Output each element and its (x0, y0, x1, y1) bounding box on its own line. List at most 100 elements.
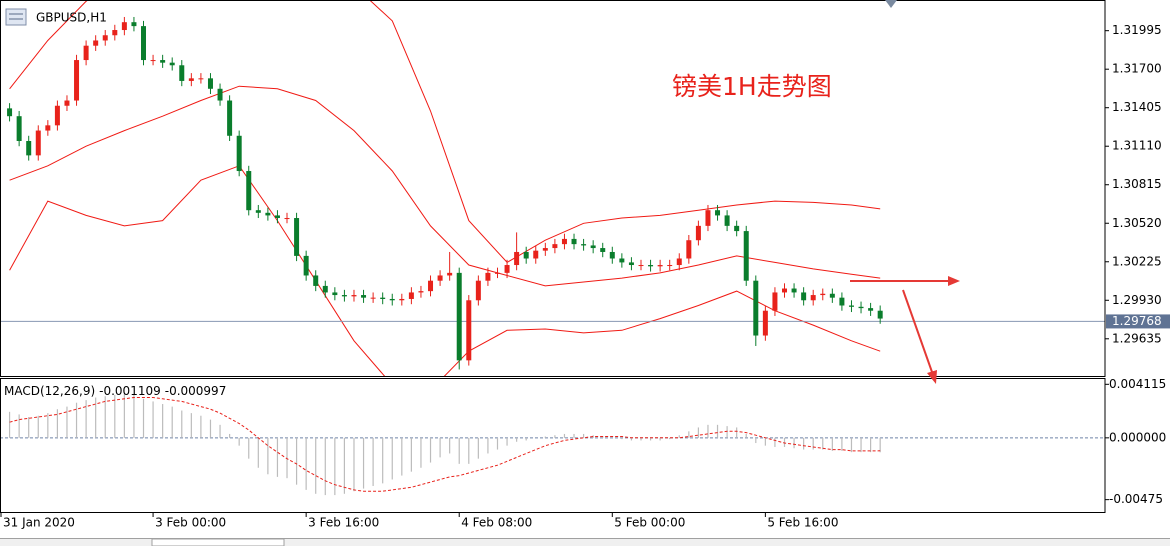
candle-body (600, 248, 606, 252)
x-tick-label: 5 Feb 16:00 (767, 516, 838, 530)
candle-body (255, 210, 261, 213)
candle-body (351, 295, 357, 297)
candle-body (657, 265, 663, 267)
y-tick-label: 0.004115 (1109, 377, 1166, 391)
macd-plot (0, 393, 1105, 496)
price-frame (0, 0, 1106, 377)
candle-body (169, 62, 175, 66)
symbol-icon (5, 8, 27, 26)
bollinger-band (9, 165, 881, 376)
axes: 1.31995 1.31700 1.31405 1.31110 1.30815 1.305… (0, 23, 1170, 530)
candle-body (332, 292, 338, 296)
candle-body (284, 218, 290, 220)
candle-body (207, 78, 213, 89)
signal-value: -0.000997 (165, 384, 227, 398)
candle-body (93, 40, 99, 46)
candle-body (695, 225, 701, 241)
candle-body (475, 280, 481, 301)
candle-body (772, 292, 778, 311)
candle-body (820, 293, 826, 296)
candle-body (628, 262, 634, 266)
candle-body (16, 116, 22, 141)
candle-body (609, 251, 615, 259)
macd-frame (0, 378, 1106, 513)
x-tick-label: 3 Feb 00:00 (155, 516, 226, 530)
candle-body (858, 306, 864, 309)
annotation: 镑美1H走势图 (672, 72, 832, 101)
candle-body (188, 78, 194, 81)
candle-body (648, 265, 654, 267)
candle-body (74, 60, 80, 101)
candle-body (868, 308, 874, 311)
bollinger-band (9, 0, 881, 264)
candle-body (877, 310, 883, 319)
candle-body (762, 310, 768, 336)
y-tick-label: 1.31995 (1112, 23, 1162, 37)
y-tick-label: 1.30815 (1112, 177, 1162, 191)
candle-body (150, 60, 156, 62)
candle-body (447, 272, 453, 276)
candle-body (829, 293, 835, 298)
candle-body (389, 298, 395, 301)
candle-body (753, 280, 759, 336)
candle-body (734, 225, 740, 232)
shift-marker (885, 0, 897, 8)
candle-body (466, 300, 472, 361)
candle-body (810, 295, 816, 301)
candle-body (141, 26, 147, 61)
candle-body (236, 135, 242, 172)
candle-body (408, 292, 414, 299)
candle-body (619, 258, 625, 263)
candle-body (322, 285, 328, 293)
candle-body (102, 35, 108, 41)
y-tick-label: 1.31110 (1112, 139, 1162, 153)
y-tick-label: -0.00475 (1109, 492, 1163, 506)
candle-body (313, 275, 319, 286)
candle-body (456, 272, 462, 361)
candle-body (227, 100, 233, 136)
macd-value: -0.001109 (99, 384, 161, 398)
candle-body (294, 218, 300, 256)
candle-body (246, 171, 252, 211)
candle-body (418, 291, 424, 293)
candle-body (667, 265, 673, 267)
candle-body (552, 244, 558, 249)
candle-body (83, 45, 89, 61)
candle-body (523, 251, 529, 259)
candle-body (361, 295, 367, 298)
y-tick-label: 1.29635 (1112, 331, 1162, 345)
candle-body (64, 100, 70, 106)
candle-body (715, 210, 721, 216)
current-price-label: 1.29768 (1112, 314, 1162, 328)
current-price-box (1106, 314, 1170, 329)
candle-body (428, 280, 434, 292)
candle-body (274, 215, 280, 219)
candle-body (131, 22, 137, 27)
candle-body (160, 60, 166, 63)
arrow-line (902, 289, 933, 373)
candle-body (839, 297, 845, 306)
candle-body (581, 244, 587, 246)
candle-body (571, 238, 577, 245)
candle-body (112, 30, 118, 36)
candle-body (705, 210, 711, 226)
candle-body (504, 265, 510, 273)
candle-body (485, 272, 491, 281)
bollinger-band (9, 85, 881, 287)
candle-body (590, 245, 596, 249)
x-tick-label: 31 Jan 2020 (3, 516, 75, 530)
candle-body (561, 238, 567, 245)
price-plot (0, 0, 1105, 376)
y-tick-label: 1.31405 (1112, 100, 1162, 114)
candle-body (198, 78, 204, 80)
candle-body (121, 22, 127, 31)
candle-body (7, 108, 13, 117)
x-tick-label: 3 Feb 16:00 (308, 516, 379, 530)
tab-strip (0, 538, 1170, 546)
y-tick-label: 1.31700 (1112, 62, 1162, 76)
candle-body (686, 240, 692, 259)
candle-body (638, 265, 644, 267)
tab[interactable] (151, 538, 285, 546)
candle-body (35, 130, 41, 156)
